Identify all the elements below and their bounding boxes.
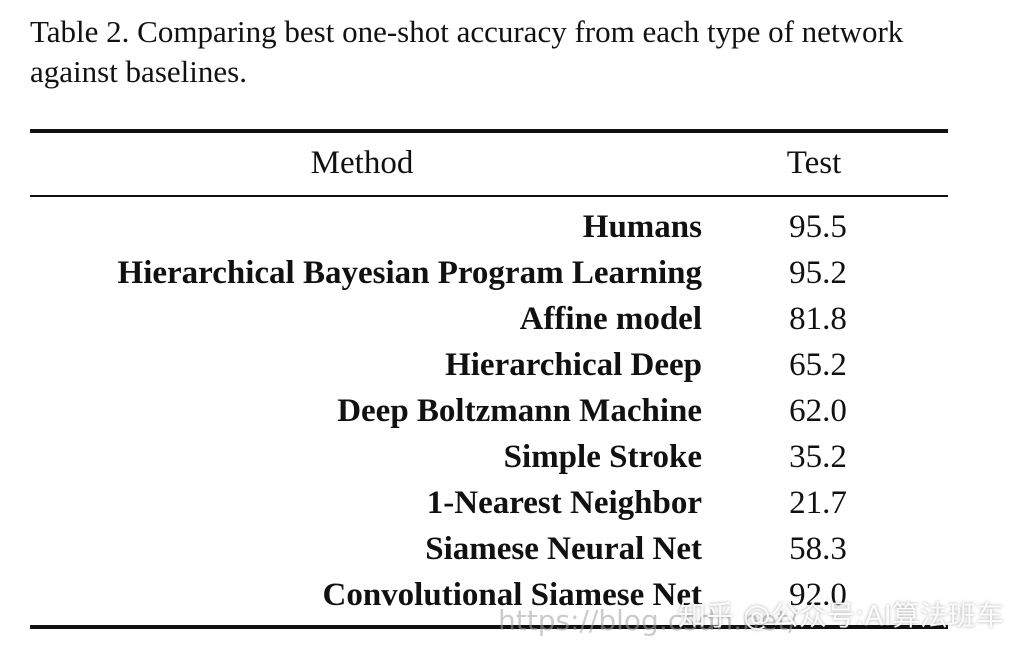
method-cell: Convolutional Siamese Net <box>322 576 703 613</box>
top-rule <box>30 129 948 133</box>
table-row: Simple Stroke 35.2 <box>30 434 948 480</box>
table-row: Siamese Neural Net 58.3 <box>30 526 948 572</box>
table-caption: Table 2. Comparing best one-shot accurac… <box>30 14 904 89</box>
test-cell: 92.0 <box>789 576 847 613</box>
test-cell: 95.5 <box>789 208 847 245</box>
header-rule <box>30 195 948 197</box>
table-body: Humans 95.5 Hierarchical Bayesian Progra… <box>30 204 948 618</box>
table-row: 1-Nearest Neighbor 21.7 <box>30 480 948 526</box>
test-cell: 81.8 <box>789 300 847 337</box>
method-cell: 1-Nearest Neighbor <box>426 484 702 521</box>
table-row: Affine model 81.8 <box>30 296 948 342</box>
bottom-rule <box>30 625 948 629</box>
table-row: Convolutional Siamese Net 92.0 <box>30 572 948 618</box>
method-cell: Simple Stroke <box>503 438 702 475</box>
table-row: Deep Boltzmann Machine 62.0 <box>30 388 948 434</box>
test-cell: 95.2 <box>789 254 847 291</box>
test-cell: 35.2 <box>789 438 847 475</box>
method-column-header: Method <box>310 145 414 181</box>
table-row: Hierarchical Bayesian Program Learning 9… <box>30 250 948 296</box>
table-row: Humans 95.5 <box>30 204 948 250</box>
method-cell: Hierarchical Deep <box>445 346 702 383</box>
method-cell: Affine model <box>519 300 702 337</box>
test-cell: 21.7 <box>789 484 847 521</box>
test-column-header: Test <box>786 145 842 181</box>
method-cell: Siamese Neural Net <box>425 530 702 567</box>
test-cell: 58.3 <box>789 530 847 567</box>
table-row: Hierarchical Deep 65.2 <box>30 342 948 388</box>
test-cell: 62.0 <box>789 392 847 429</box>
method-cell: Humans <box>582 208 702 245</box>
method-cell: Deep Boltzmann Machine <box>337 392 702 429</box>
test-cell: 65.2 <box>789 346 847 383</box>
method-cell: Hierarchical Bayesian Program Learning <box>117 254 702 291</box>
